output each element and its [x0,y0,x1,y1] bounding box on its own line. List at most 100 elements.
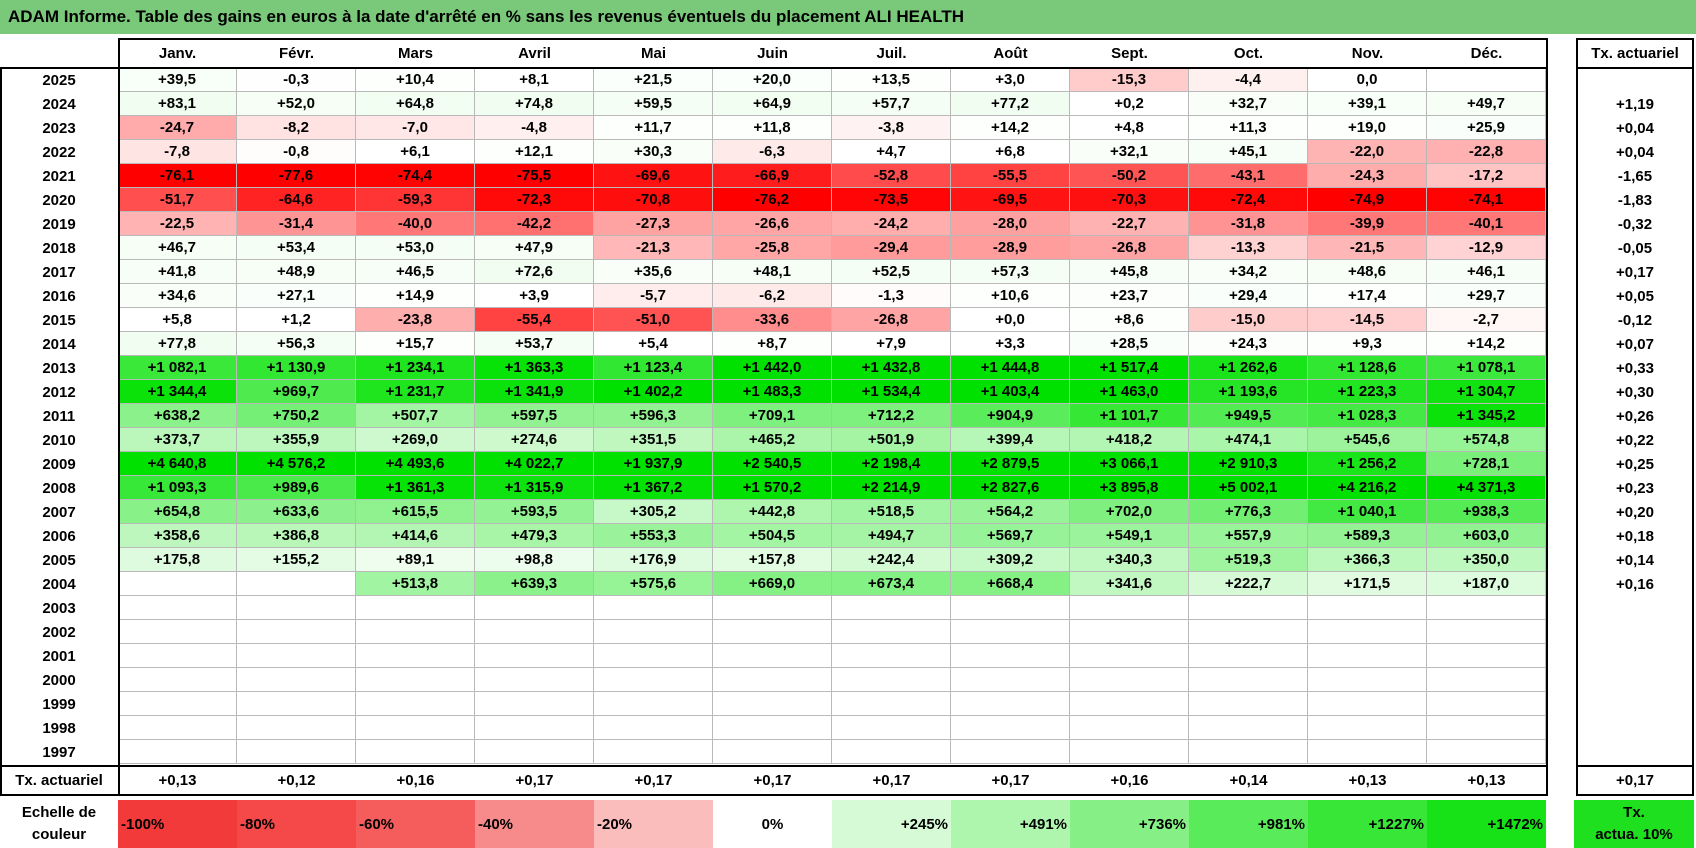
heatmap-cell: +20,0 [713,68,832,92]
footer-rate-value: +0,13 [1467,771,1506,789]
heatmap-cell [1308,620,1427,644]
heatmap-cell: +3,3 [951,332,1070,356]
annual-rate-value: -1,65 [1617,167,1653,185]
heatmap-cell: -13,3 [1189,236,1308,260]
heatmap-cell: -14,5 [1308,308,1427,332]
heatmap-cell [1308,644,1427,668]
heatmap-cell: +8,7 [713,332,832,356]
annual-rate-value [1576,596,1694,620]
heatmap-cell [356,596,475,620]
heatmap-cell: -8,2 [237,116,356,140]
heatmap-cell: -27,3 [594,212,713,236]
year-label: 2017 [42,263,76,281]
annual-rate-value: +0,22 [1616,431,1654,449]
heatmap-cell: +46,7 [118,236,237,260]
heatmap-cell: +77,8 [118,332,237,356]
heatmap-cell [356,644,475,668]
heatmap-cell: +53,7 [475,332,594,356]
heatmap-cell: +1 534,4 [832,380,951,404]
heatmap-cell: +53,0 [356,236,475,260]
heatmap-cell [1427,740,1546,764]
heatmap-cell: +3 895,8 [1070,476,1189,500]
heatmap-cell: +4 371,3 [1427,476,1546,500]
heatmap-cell: -50,2 [1070,164,1189,188]
heatmap-cell: +553,3 [594,524,713,548]
annual-rate-value: +0,17 [1616,263,1654,281]
heatmap-cell: +638,2 [118,404,237,428]
heatmap-cell [118,620,237,644]
annual-rate-value [1576,644,1694,668]
color-scale-step: -80% [237,800,356,848]
heatmap-cell: +6,1 [356,140,475,164]
heatmap-cell: +1 093,3 [118,476,237,500]
heatmap-cell [475,644,594,668]
heatmap-cell: +6,8 [951,140,1070,164]
annual-rate-value: +0,18 [1616,527,1654,545]
heatmap-cell: +24,3 [1189,332,1308,356]
footer-rate-value: +0,17 [872,771,911,789]
heatmap-cell: +2 214,9 [832,476,951,500]
heatmap-cell: -40,0 [356,212,475,236]
heatmap-cell [356,668,475,692]
heatmap-cell: +2 540,5 [713,452,832,476]
heatmap-cell [713,716,832,740]
color-scale-label-line2: couleur [31,826,87,843]
heatmap-cell: +341,6 [1070,572,1189,596]
heatmap-cell: +1 304,7 [1427,380,1546,404]
heatmap-cell: +1 403,4 [951,380,1070,404]
heatmap-cell: +673,4 [832,572,951,596]
heatmap-cell: +48,9 [237,260,356,284]
heatmap-cell: +21,5 [594,68,713,92]
footer-rate-value: +0,14 [1229,771,1268,789]
heatmap-cell: -22,7 [1070,212,1189,236]
heatmap-cell: +904,9 [951,404,1070,428]
heatmap-cell: +479,3 [475,524,594,548]
heatmap-cell: +72,6 [475,260,594,284]
month-header: Oct. [1233,44,1264,62]
heatmap-cell: +242,4 [832,548,951,572]
heatmap-cell: -3,8 [832,116,951,140]
heatmap-cell [1308,668,1427,692]
color-scale-label: Echelle de couleur [0,800,118,848]
month-header: Janv. [158,44,197,62]
heatmap-cell: +35,6 [594,260,713,284]
year-label: 2025 [42,71,76,89]
heatmap-cell: +305,2 [594,500,713,524]
heatmap-cell: +1 256,2 [1308,452,1427,476]
heatmap-cell: +615,5 [356,500,475,524]
heatmap-cell: -6,3 [713,140,832,164]
heatmap-cell: -75,5 [475,164,594,188]
heatmap-cell: +32,1 [1070,140,1189,164]
heatmap-cell: +654,8 [118,500,237,524]
heatmap-cell [594,668,713,692]
heatmap-cell: +83,1 [118,92,237,116]
heatmap-cell: +1 040,1 [1308,500,1427,524]
heatmap-cell: +513,8 [356,572,475,596]
heatmap-cell: +11,7 [594,116,713,140]
heatmap-cell [951,668,1070,692]
heatmap-cell: +668,4 [951,572,1070,596]
annual-rate-value: +1,19 [1616,95,1654,113]
heatmap-cell: -77,6 [237,164,356,188]
heatmap-cell: -74,9 [1308,188,1427,212]
heatmap-cell [475,596,594,620]
heatmap-cell [951,620,1070,644]
heatmap-cell: -73,5 [832,188,951,212]
heatmap-cell: +669,0 [713,572,832,596]
heatmap-cell: -26,8 [832,308,951,332]
footer-rate-value: +0,17 [753,771,792,789]
heatmap-cell: -42,2 [475,212,594,236]
color-scale-step: +245% [832,800,951,848]
heatmap-cell: -59,3 [356,188,475,212]
heatmap-cell: -2,7 [1427,308,1546,332]
heatmap-cell: +8,6 [1070,308,1189,332]
heatmap-cell [1070,596,1189,620]
heatmap-cell [118,716,237,740]
heatmap-cell: +1 028,3 [1308,404,1427,428]
annual-rate-value: +0,07 [1616,335,1654,353]
heatmap-cell: -24,7 [118,116,237,140]
heatmap-cell [951,716,1070,740]
heatmap-cell: +1 570,2 [713,476,832,500]
heatmap-cell: -0,8 [237,140,356,164]
heatmap-cell: +639,3 [475,572,594,596]
